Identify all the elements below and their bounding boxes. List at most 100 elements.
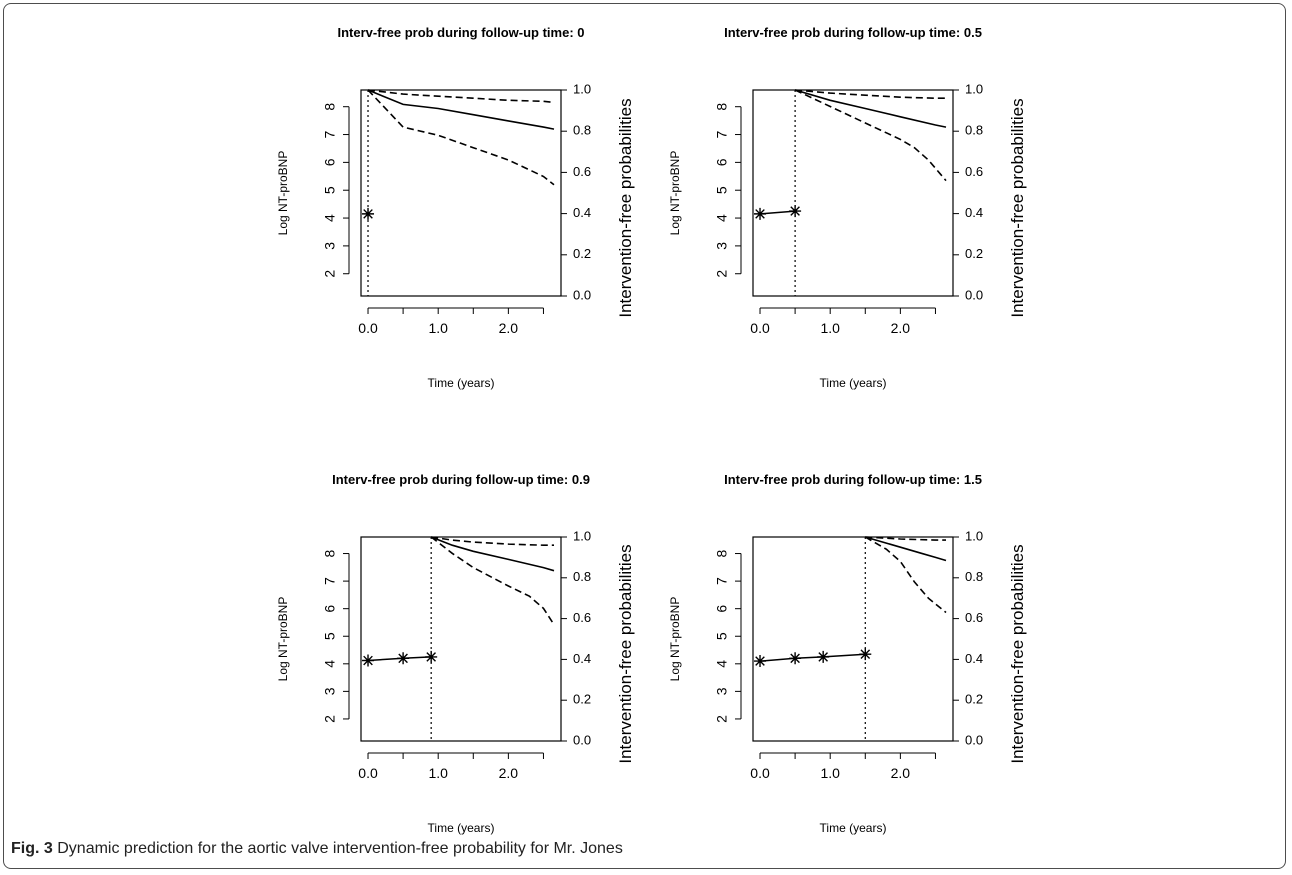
chart-title: Interv-free prob during follow-up time: …	[332, 472, 590, 487]
x-tick-label: 1.0	[428, 765, 448, 781]
plot-box	[752, 536, 954, 742]
y-right-tick-label: 0.2	[573, 692, 591, 707]
probability-line-estimate	[430, 536, 555, 572]
x-tick-label: 0.0	[358, 320, 378, 336]
y-right-tick-label: 1.0	[573, 81, 591, 96]
probability-line-lower	[864, 536, 947, 614]
y-left-tick-label: 4	[714, 214, 730, 222]
x-tick-label: 2.0	[499, 765, 519, 781]
x-tick-label: 2.0	[891, 320, 911, 336]
y-right-tick-label: 0.4	[573, 651, 591, 666]
y-left-axis-label: Log NT-proBNP	[276, 597, 290, 682]
probability-line-lower	[794, 89, 947, 182]
y-left-tick-label: 2	[714, 715, 730, 723]
y-left-tick-label: 5	[322, 186, 338, 194]
y-right-tick-label: 0.4	[573, 205, 591, 220]
y-left-tick-label: 3	[714, 687, 730, 695]
chart-title: Interv-free prob during follow-up time: …	[724, 472, 982, 487]
y-left-tick-label: 7	[322, 577, 338, 585]
longitudinal-fit-line	[759, 653, 866, 662]
figure-caption: Fig. 3 Dynamic prediction for the aortic…	[11, 840, 623, 858]
plot-box	[360, 89, 562, 297]
y-left-tick-label: 2	[322, 715, 338, 723]
y-right-tick-label: 0.8	[965, 123, 983, 138]
y-right-axis-label: Intervention-free probabilities	[1008, 98, 1027, 317]
caption-label: Fig. 3	[11, 840, 53, 857]
y-left-tick-label: 4	[714, 660, 730, 668]
observation-marker	[362, 207, 375, 220]
y-left-tick-label: 4	[322, 660, 338, 668]
y-right-tick-label: 0.0	[965, 287, 983, 302]
x-tick-label: 1.0	[428, 320, 448, 336]
y-right-tick-label: 0.0	[965, 732, 983, 747]
observation-marker	[425, 650, 438, 663]
y-left-tick-label: 6	[714, 605, 730, 613]
observation-marker	[362, 654, 375, 667]
y-left-tick-label: 7	[322, 130, 338, 138]
y-left-tick-label: 8	[714, 549, 730, 557]
y-right-tick-label: 0.0	[573, 732, 591, 747]
observation-marker	[397, 652, 410, 665]
y-right-tick-label: 0.0	[573, 287, 591, 302]
x-tick-label: 1.0	[820, 320, 840, 336]
y-right-tick-label: 0.6	[965, 610, 983, 625]
y-right-tick-label: 1.0	[965, 528, 983, 543]
probability-line-estimate	[865, 536, 947, 562]
y-right-tick-label: 0.2	[965, 692, 983, 707]
y-right-tick-label: 0.6	[573, 164, 591, 179]
y-right-tick-label: 0.4	[965, 651, 983, 666]
probability-line-lower	[367, 89, 555, 186]
observation-marker	[859, 648, 872, 661]
observation-marker	[789, 205, 802, 218]
probability-line-upper	[865, 536, 946, 541]
y-left-tick-label: 2	[714, 270, 730, 278]
plot-box	[752, 89, 954, 297]
figure-frame	[3, 3, 1286, 869]
chart-panel-1: Interv-free prob during follow-up time: …	[276, 25, 635, 390]
probability-line-estimate	[794, 89, 947, 128]
y-left-tick-label: 3	[322, 242, 338, 250]
y-right-tick-label: 0.8	[965, 569, 983, 584]
x-axis-label: Time (years)	[820, 821, 887, 835]
y-left-tick-label: 3	[322, 687, 338, 695]
x-axis-label: Time (years)	[428, 821, 495, 835]
y-left-tick-label: 5	[714, 632, 730, 640]
y-left-tick-label: 7	[714, 577, 730, 585]
y-right-tick-label: 0.2	[573, 246, 591, 261]
y-right-axis-label: Intervention-free probabilities	[616, 544, 635, 763]
x-tick-label: 1.0	[820, 765, 840, 781]
observation-marker	[817, 650, 830, 663]
y-left-tick-label: 6	[322, 158, 338, 166]
probability-line-lower	[430, 536, 555, 626]
observation-marker	[754, 655, 767, 668]
y-left-tick-label: 5	[714, 186, 730, 194]
x-axis-label: Time (years)	[820, 376, 887, 390]
y-right-axis-label: Intervention-free probabilities	[616, 98, 635, 317]
observation-marker	[754, 207, 767, 220]
chart-panel-4: Interv-free prob during follow-up time: …	[668, 472, 1027, 835]
y-left-tick-label: 8	[714, 103, 730, 111]
y-right-axis-label: Intervention-free probabilities	[1008, 544, 1027, 763]
y-left-axis-label: Log NT-proBNP	[276, 151, 290, 236]
chart-panel-3: Interv-free prob during follow-up time: …	[276, 472, 635, 835]
y-left-tick-label: 4	[322, 214, 338, 222]
caption-text: Dynamic prediction for the aortic valve …	[57, 840, 623, 857]
y-right-tick-label: 0.6	[965, 164, 983, 179]
y-right-tick-label: 1.0	[573, 528, 591, 543]
probability-line-estimate	[367, 89, 555, 130]
y-left-tick-label: 5	[322, 632, 338, 640]
chart-panel-2: Interv-free prob during follow-up time: …	[668, 25, 1027, 390]
y-left-tick-label: 8	[322, 103, 338, 111]
chart-title: Interv-free prob during follow-up time: …	[724, 25, 982, 40]
y-left-axis-label: Log NT-proBNP	[668, 597, 682, 682]
y-right-tick-label: 0.8	[573, 123, 591, 138]
x-axis-label: Time (years)	[428, 376, 495, 390]
y-left-tick-label: 6	[322, 605, 338, 613]
y-left-tick-label: 8	[322, 549, 338, 557]
y-right-tick-label: 0.6	[573, 610, 591, 625]
probability-line-upper	[367, 89, 555, 104]
x-tick-label: 2.0	[499, 320, 519, 336]
x-tick-label: 2.0	[891, 765, 911, 781]
y-left-tick-label: 2	[322, 270, 338, 278]
